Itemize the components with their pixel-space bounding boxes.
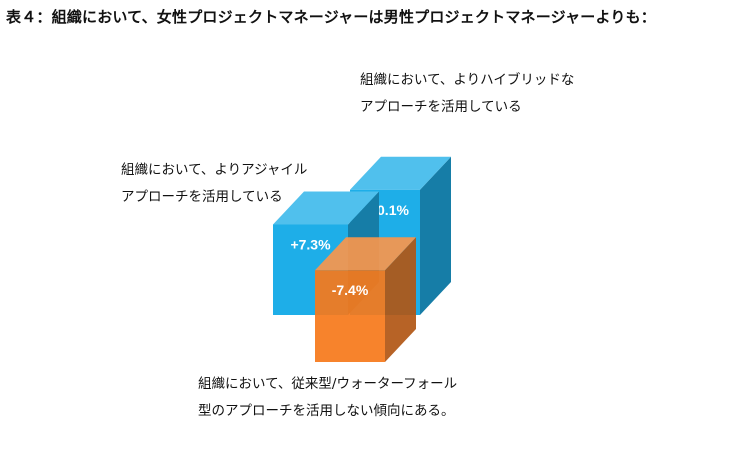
value-label-0: +7.3% xyxy=(290,236,331,252)
value-label-2: -7.4% xyxy=(332,282,369,298)
label-waterfall-line2: 型のアプローチを活用しない傾向にある。 xyxy=(198,403,455,419)
bar-top-1 xyxy=(350,156,451,190)
bar-top-0 xyxy=(273,191,379,225)
chart-title: 表４：組織において、女性プロジェクトマネージャーは男性プロジェクトマネージャーよ… xyxy=(6,8,657,26)
label-hybrid: 組織において、よりハイブリッドな アプローチを活用している xyxy=(360,67,574,121)
label-hybrid-line2: アプローチを活用している xyxy=(360,99,522,115)
bar-front-2 xyxy=(315,270,385,362)
bar-side-2 xyxy=(385,237,416,362)
bar-side-1 xyxy=(420,156,451,315)
label-agile: 組織において、よりアジャイル アプローチを活用している xyxy=(121,157,307,211)
label-waterfall-line1: 組織において、従来型/ウォーターフォール xyxy=(198,376,458,392)
bar-top-2 xyxy=(315,237,416,271)
label-agile-line2: アプローチを活用している xyxy=(121,189,283,205)
label-hybrid-line1: 組織において、よりハイブリッドな xyxy=(360,72,575,88)
label-waterfall: 組織において、従来型/ウォーターフォール 型のアプローチを活用しない傾向にある。 xyxy=(198,371,457,425)
label-agile-line1: 組織において、よりアジャイル xyxy=(121,162,308,178)
